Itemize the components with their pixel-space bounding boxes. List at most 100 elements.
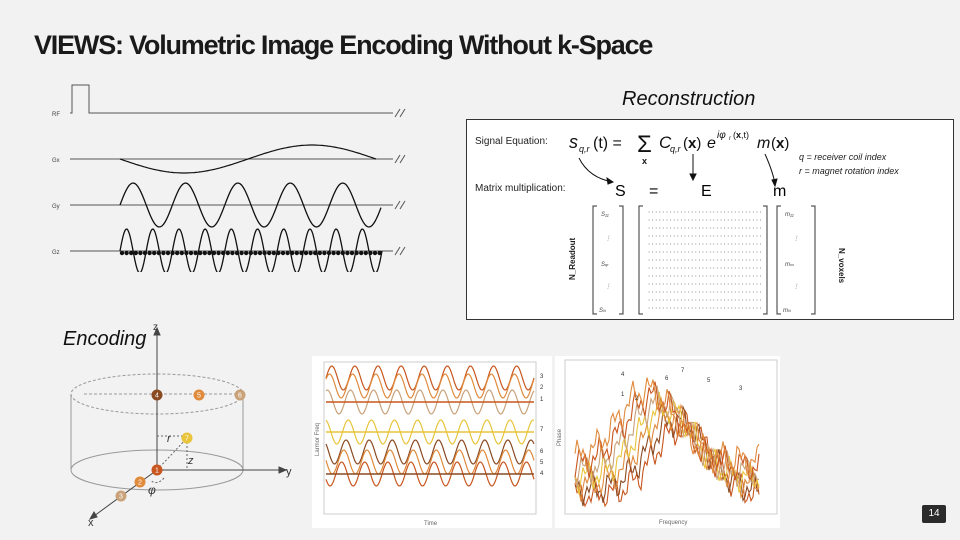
svg-text:1: 1 — [155, 468, 159, 475]
cylinder-point: 5 — [193, 389, 205, 401]
readout-sample-dot — [322, 250, 327, 256]
svg-text:⋮: ⋮ — [605, 283, 611, 290]
readout-sample-dot — [326, 250, 332, 256]
vector-s — [592, 205, 624, 315]
readout-sample-dot — [303, 250, 309, 256]
readout-sample-dot — [161, 250, 166, 256]
z-axis-label: z — [153, 322, 158, 333]
readout-sample-dot — [138, 250, 143, 256]
svg-text:m: m — [757, 135, 770, 152]
time-signal-line — [325, 373, 535, 399]
freq-xlabel: Frequency — [659, 520, 687, 526]
gz-label: Gz — [52, 250, 60, 256]
cylinder-point: 2 — [134, 476, 146, 488]
readout-sample-dot — [336, 250, 341, 256]
frequency-series-label: 2 — [635, 396, 639, 402]
time-series-label: 1 — [540, 397, 544, 403]
svg-text:e: e — [707, 135, 716, 152]
readout-sample-dot — [354, 250, 359, 256]
readout-sample-dot — [294, 250, 299, 256]
readout-sample-dot — [299, 250, 304, 256]
frequency-spectrum-line — [574, 385, 760, 487]
svg-text:5: 5 — [197, 393, 201, 400]
cylinder-point: 6 — [234, 389, 246, 401]
readout-sample-dot — [248, 250, 253, 256]
readout-sample-dot — [193, 250, 198, 256]
time-series-label: 3 — [540, 374, 544, 380]
x-axis-label: x — [88, 517, 94, 529]
readout-sample-dot — [119, 250, 125, 256]
vector-m — [776, 205, 816, 315]
readout-sample-dot — [331, 250, 336, 256]
readout-sample-dot — [239, 250, 244, 256]
page-number-badge: 14 — [922, 505, 946, 523]
time-signal-line — [325, 419, 535, 445]
time-signal-line — [325, 449, 535, 475]
matrix-e-entries — [648, 211, 762, 309]
reconstruction-panel: Signal Equation: s q,r (t) = Σ x C q,r (… — [466, 119, 954, 320]
cylinder-point: 3 — [115, 490, 127, 502]
readout-sample-dot — [142, 250, 148, 256]
svg-text:x: x — [642, 156, 647, 166]
frequency-series-label: 5 — [707, 378, 711, 384]
encoding-label: Encoding — [63, 328, 147, 350]
readout-sample-dot — [276, 250, 281, 256]
readout-sample-dot — [216, 250, 221, 256]
readout-sample-dot — [290, 250, 295, 256]
frequency-series-label: 6 — [665, 376, 669, 382]
matrix-s: S — [615, 183, 626, 200]
time-signal-line — [325, 365, 535, 391]
readout-sample-dot — [244, 250, 249, 256]
readout-sample-dot — [313, 250, 318, 256]
signal-equation-label: Signal Equation: — [475, 136, 548, 147]
svg-text:6: 6 — [238, 393, 242, 400]
svg-text:=: = — [649, 183, 658, 200]
time-series-label: 2 — [540, 385, 544, 391]
pulse-sequence-diagram: RF Gx Gy Gz — [52, 84, 406, 272]
readout-sample-dot — [372, 250, 378, 256]
readout-sample-dot — [179, 250, 184, 256]
time-series-label: 4 — [540, 471, 544, 477]
r-note: r = magnet rotation index — [799, 166, 899, 176]
gy-label: Gy — [52, 204, 60, 210]
equation-arrows — [578, 153, 778, 188]
svg-text:⋮: ⋮ — [793, 283, 799, 290]
readout-sample-dot — [230, 250, 235, 256]
time-plot: 3 2 1 7 6 5 4 Time Larmor Freq — [312, 356, 552, 528]
frequency-spectrum-line — [574, 377, 760, 475]
svg-text:s: s — [569, 132, 578, 152]
slide-title: VIEWS: Volumetric Image Encoding Without… — [34, 30, 653, 60]
svg-text:q,r: q,r — [579, 144, 591, 154]
readout-sample-dot — [147, 250, 152, 256]
time-ylabel: Larmor Freq — [315, 423, 321, 456]
svg-text:r: r — [729, 136, 732, 142]
readout-sample-dot — [188, 250, 194, 256]
readout-sample-dot — [308, 250, 313, 256]
readout-sample-dot — [267, 250, 272, 256]
time-series-label: 6 — [540, 449, 544, 455]
readout-sample-dot — [225, 250, 230, 256]
frequency-series-label: 3 — [739, 386, 743, 392]
readout-sample-dot — [363, 250, 368, 256]
svg-text:7: 7 — [185, 436, 189, 443]
readout-sample-dot — [377, 250, 382, 256]
readout-sample-dot — [234, 250, 240, 256]
matrix-e: E — [701, 183, 712, 200]
freq-ylabel: Phase — [557, 428, 563, 446]
time-xlabel: Time — [424, 521, 438, 527]
gx-label: Gx — [52, 158, 60, 164]
readout-sample-dot — [124, 250, 129, 256]
readout-sample-dot — [359, 250, 364, 256]
frequency-plot: 4 6 5 7 3 2 1 Frequency Phase — [555, 356, 780, 528]
matrix-multiplication-label: Matrix multiplication: — [475, 183, 566, 194]
readout-sample-dot — [253, 250, 258, 256]
svg-text:m₁₁: m₁₁ — [785, 212, 794, 218]
readout-sample-dot — [280, 250, 286, 256]
n-readout-label: N_Readout — [568, 237, 577, 280]
matrix-m: m — [773, 183, 786, 200]
svg-text:2: 2 — [138, 480, 142, 487]
svg-text:(x,t): (x,t) — [733, 130, 749, 140]
frequency-series-label: 1 — [621, 392, 625, 398]
rf-label: RF — [52, 112, 60, 118]
readout-sample-dot — [170, 250, 175, 256]
